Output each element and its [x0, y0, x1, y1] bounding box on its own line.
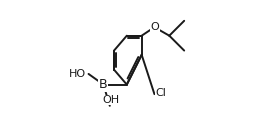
Text: O: O	[150, 22, 159, 32]
Text: OH: OH	[102, 95, 119, 105]
Text: HO: HO	[69, 69, 86, 79]
Text: Cl: Cl	[155, 88, 166, 98]
Text: B: B	[99, 78, 108, 91]
